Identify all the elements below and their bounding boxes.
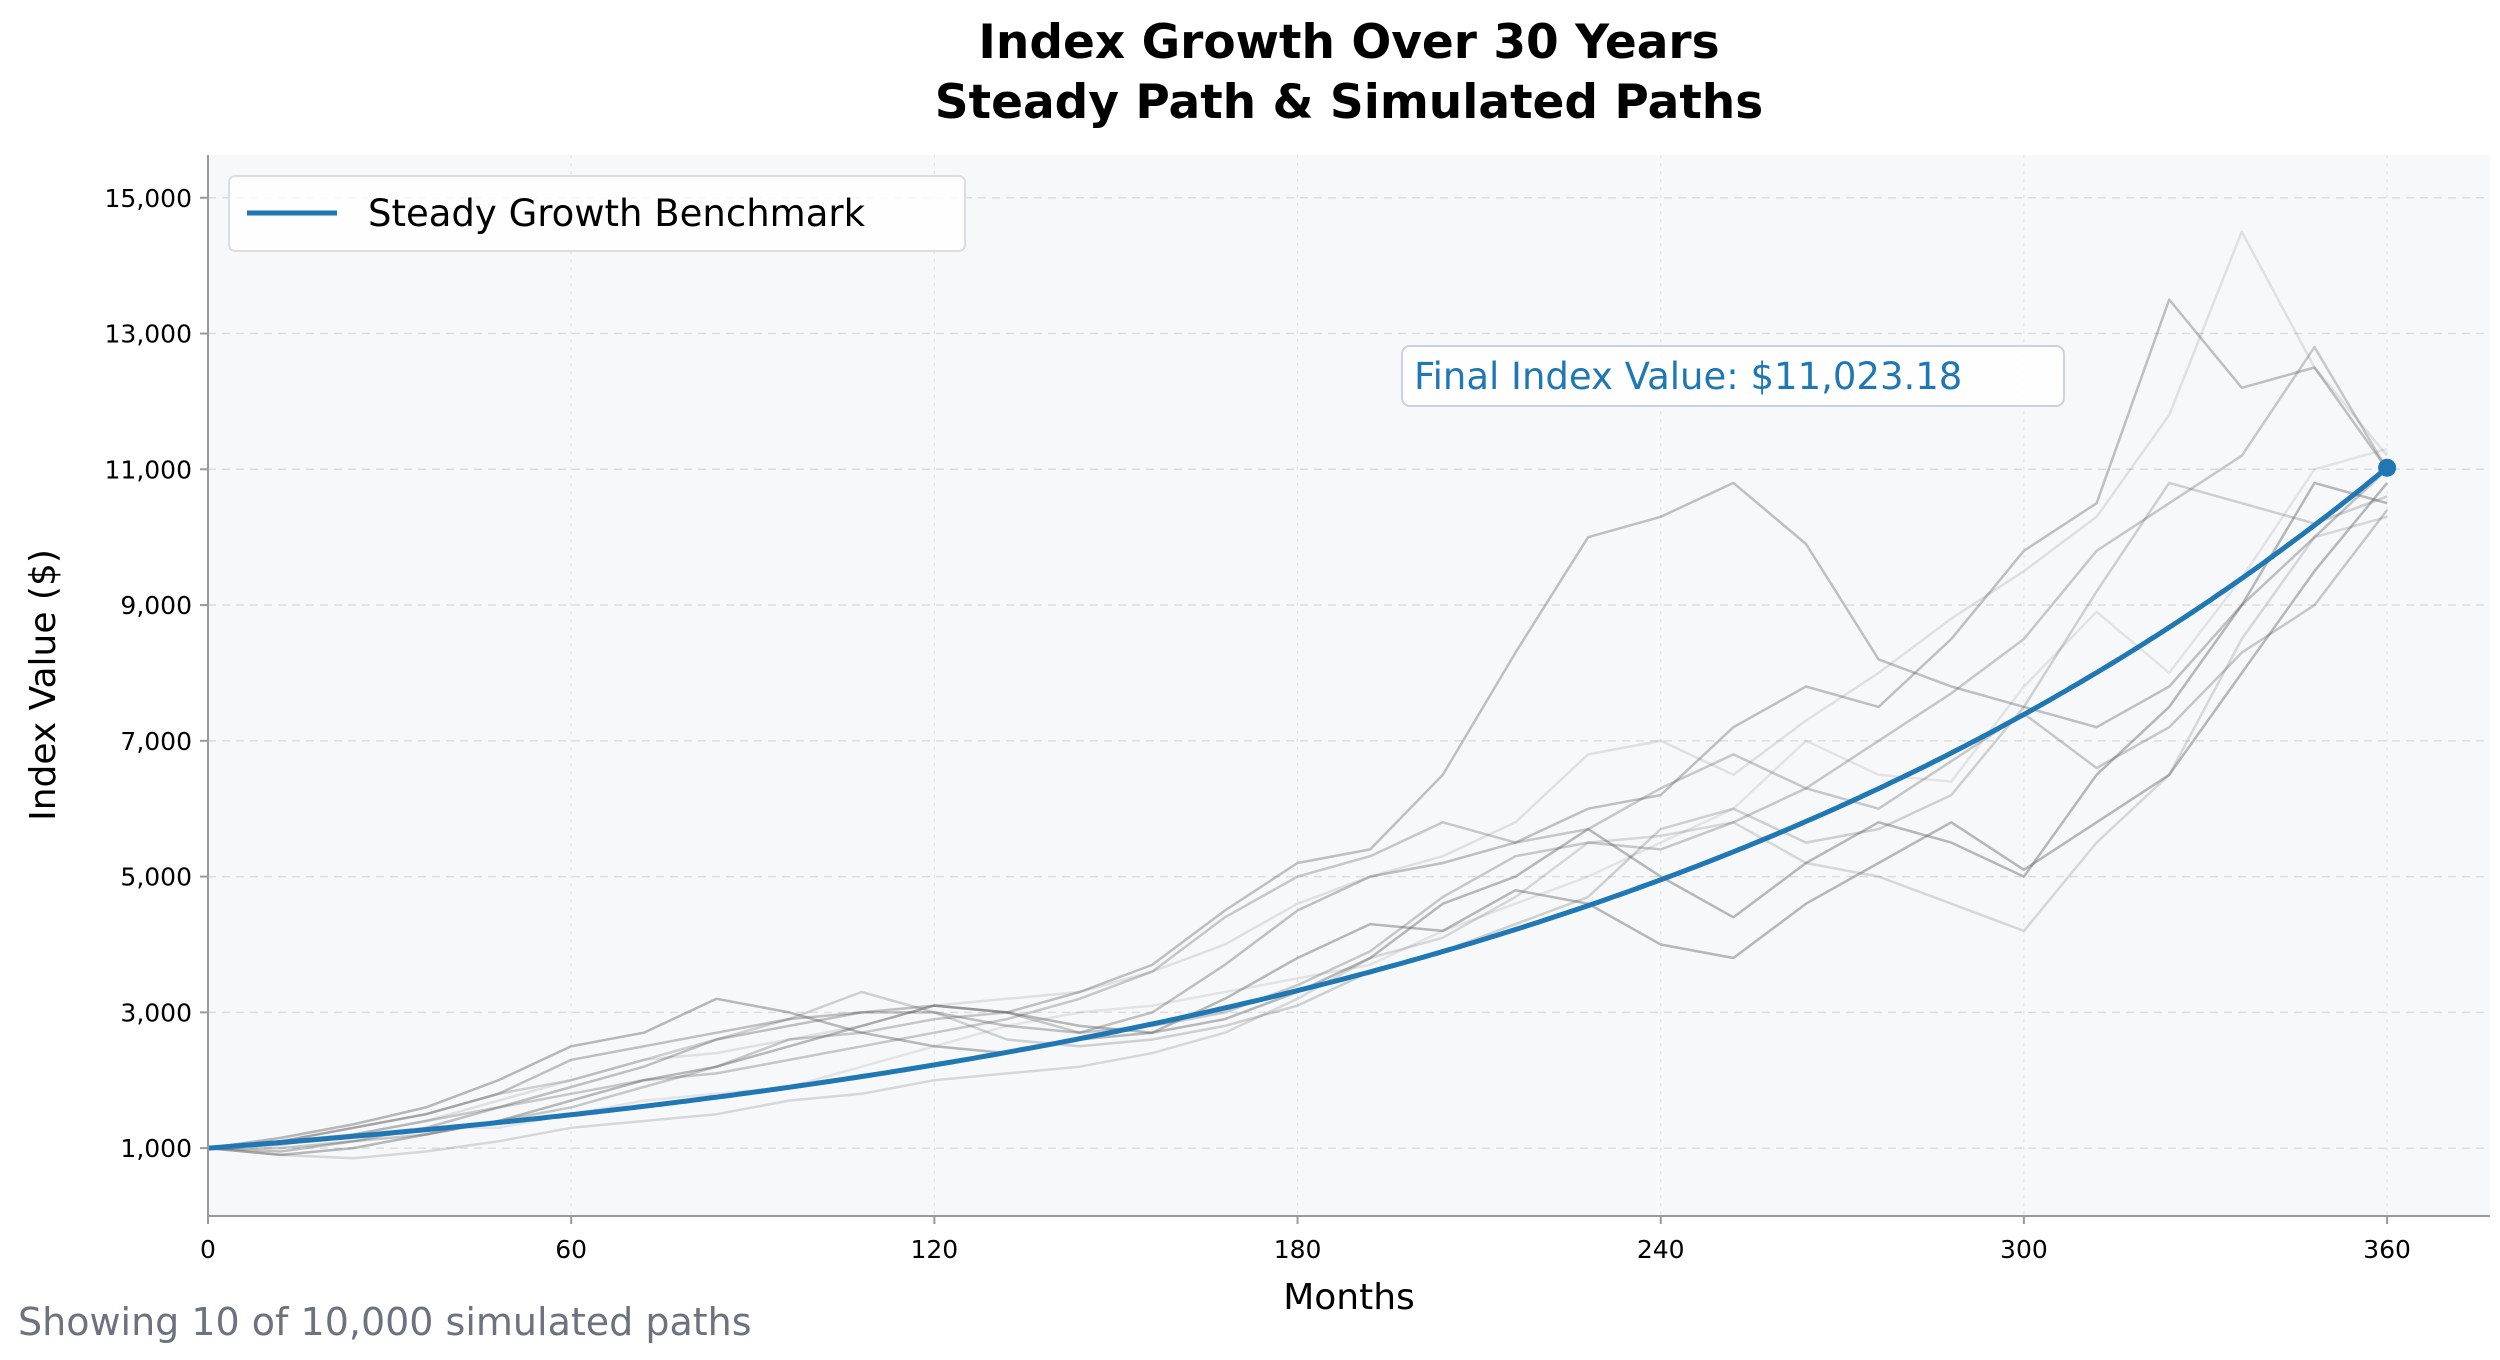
footer-note: Showing 10 of 10,000 simulated paths [18,1300,752,1344]
y-tick-label: 11,000 [105,455,192,484]
annotation-text: Final Index Value: $11,023.18 [1414,355,1962,398]
simulated-path [207,515,2388,1160]
legend: Steady Growth Benchmark [228,175,966,252]
x-tick-label: 60 [555,1235,587,1264]
axis-ticks: 1,000 3,000 5,000 7,000 9,000 11,000 13,000 15,… [105,184,2411,1264]
simulated-path [207,468,2388,1150]
legend-label-benchmark: Steady Growth Benchmark [368,192,866,235]
x-tick-label: 360 [2363,1235,2411,1264]
simulated-path [207,298,2389,1153]
final-value-annotation: Final Index Value: $11,023.18 [1401,345,2065,407]
simulated-path [207,345,2389,1150]
plot-area [208,155,2490,1216]
y-tick-label: 5,000 [120,863,192,892]
simulated-path [207,481,2388,1150]
y-tick-label: 15,000 [105,184,192,213]
grid [207,155,2490,1216]
chart-subtitle: Steady Path & Simulated Paths [935,75,1763,130]
simulated-path [207,230,2389,1150]
benchmark-line [207,465,2389,1151]
x-axis-label: Months [1283,1277,1415,1318]
x-tick-label: 240 [1637,1235,1685,1264]
benchmark-end-marker [2378,458,2397,477]
x-tick-label: 120 [911,1235,959,1264]
y-tick-label: 13,000 [105,320,192,349]
chart-title: Index Growth Over 30 Years [978,15,1719,70]
simulated-path [207,482,2389,1150]
y-tick-label: 3,000 [120,998,192,1027]
x-tick-label: 0 [200,1235,216,1264]
y-tick-label: 9,000 [120,591,192,620]
annotation-box [1401,345,2065,407]
y-tick-label: 7,000 [120,727,192,756]
y-axis-label: Index Value ($) [23,549,64,821]
y-tick-label: 1,000 [120,1134,192,1163]
x-tick-label: 300 [2000,1235,2048,1264]
legend-box [228,175,966,252]
x-tick-label: 180 [1274,1235,1322,1264]
